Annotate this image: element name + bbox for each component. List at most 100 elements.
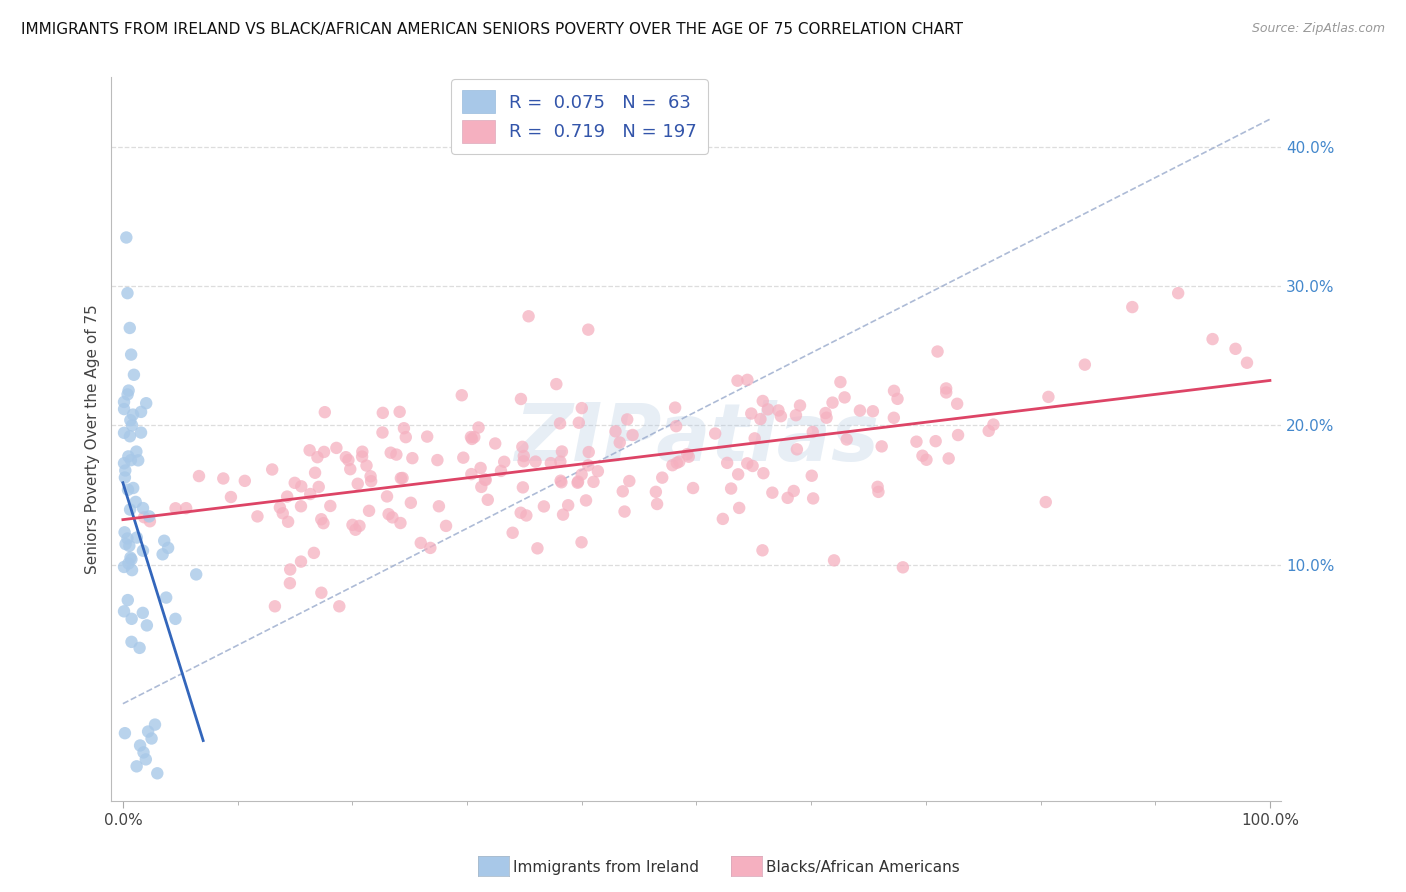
Point xyxy=(821,395,844,409)
Point xyxy=(117,532,139,546)
Point xyxy=(665,419,688,434)
Point xyxy=(233,474,256,488)
Point xyxy=(391,471,413,485)
Point xyxy=(125,495,148,509)
Point xyxy=(571,401,593,416)
Point xyxy=(356,458,378,473)
Point xyxy=(983,417,1005,432)
Point xyxy=(299,487,322,501)
Point xyxy=(276,490,298,504)
Text: IMMIGRANTS FROM IRELAND VS BLACK/AFRICAN AMERICAN SENIORS POVERTY OVER THE AGE O: IMMIGRANTS FROM IRELAND VS BLACK/AFRICAN… xyxy=(21,22,963,37)
Point xyxy=(576,323,599,337)
Point xyxy=(489,464,512,478)
Point xyxy=(575,493,598,508)
Point xyxy=(120,413,142,427)
Point xyxy=(509,506,531,520)
Point xyxy=(551,508,574,522)
Point xyxy=(155,591,177,605)
Point xyxy=(152,547,174,561)
Point xyxy=(352,450,374,464)
Point xyxy=(389,516,412,530)
Point xyxy=(886,392,908,406)
Point xyxy=(1074,358,1097,372)
Text: ZIPatlas: ZIPatlas xyxy=(515,401,879,478)
Point xyxy=(453,450,475,465)
Point xyxy=(661,458,683,473)
Point xyxy=(1038,390,1060,404)
Point xyxy=(290,500,312,514)
Point xyxy=(212,471,235,485)
Point xyxy=(548,417,571,431)
Point xyxy=(269,500,291,515)
Point xyxy=(728,500,751,515)
Point xyxy=(571,467,593,482)
Point xyxy=(1035,495,1057,509)
Point xyxy=(470,461,492,475)
Point xyxy=(117,384,139,398)
Point xyxy=(352,444,374,458)
Point xyxy=(132,746,155,760)
Point xyxy=(651,470,673,484)
Point xyxy=(502,525,524,540)
Point xyxy=(756,402,779,417)
Point xyxy=(605,425,627,439)
Point xyxy=(125,759,148,773)
Point xyxy=(132,501,155,516)
Point xyxy=(377,507,399,521)
Point xyxy=(761,485,783,500)
Point xyxy=(344,523,367,537)
Point xyxy=(312,516,335,531)
Point xyxy=(385,448,408,462)
Point xyxy=(1201,332,1223,346)
Point xyxy=(381,510,404,524)
Point xyxy=(752,467,775,481)
Point xyxy=(927,344,949,359)
Point xyxy=(121,612,143,626)
Point xyxy=(357,504,380,518)
Point xyxy=(132,606,155,620)
Point xyxy=(866,480,889,494)
Point xyxy=(117,557,139,571)
Point xyxy=(129,425,152,440)
Point xyxy=(112,560,135,574)
Point xyxy=(568,416,591,430)
Point xyxy=(727,374,749,388)
Point xyxy=(834,391,856,405)
Point xyxy=(1225,342,1247,356)
Point xyxy=(823,553,845,567)
Point xyxy=(125,531,148,545)
Point xyxy=(427,500,450,514)
Point xyxy=(132,543,155,558)
Point xyxy=(308,480,330,494)
Point xyxy=(120,550,142,565)
Point xyxy=(668,455,690,469)
Point xyxy=(751,543,773,558)
Point xyxy=(737,373,759,387)
Point xyxy=(271,506,294,520)
Point xyxy=(621,428,644,442)
Point xyxy=(342,517,364,532)
Point xyxy=(114,463,136,477)
Point xyxy=(862,404,884,418)
Point xyxy=(533,500,555,514)
Point xyxy=(494,455,516,469)
Point xyxy=(143,717,166,731)
Point xyxy=(835,433,858,447)
Point xyxy=(371,425,394,440)
Point xyxy=(277,515,299,529)
Point xyxy=(450,388,472,402)
Point xyxy=(460,467,482,482)
Point xyxy=(388,405,411,419)
Point xyxy=(720,482,742,496)
Point xyxy=(474,473,496,487)
Point xyxy=(1121,300,1143,314)
Point xyxy=(186,567,208,582)
Point xyxy=(360,469,382,483)
Point xyxy=(389,471,412,485)
Point xyxy=(290,555,312,569)
Point xyxy=(304,466,326,480)
Point xyxy=(419,541,441,555)
Point xyxy=(138,509,160,524)
Point xyxy=(328,599,350,614)
Point xyxy=(665,456,688,470)
